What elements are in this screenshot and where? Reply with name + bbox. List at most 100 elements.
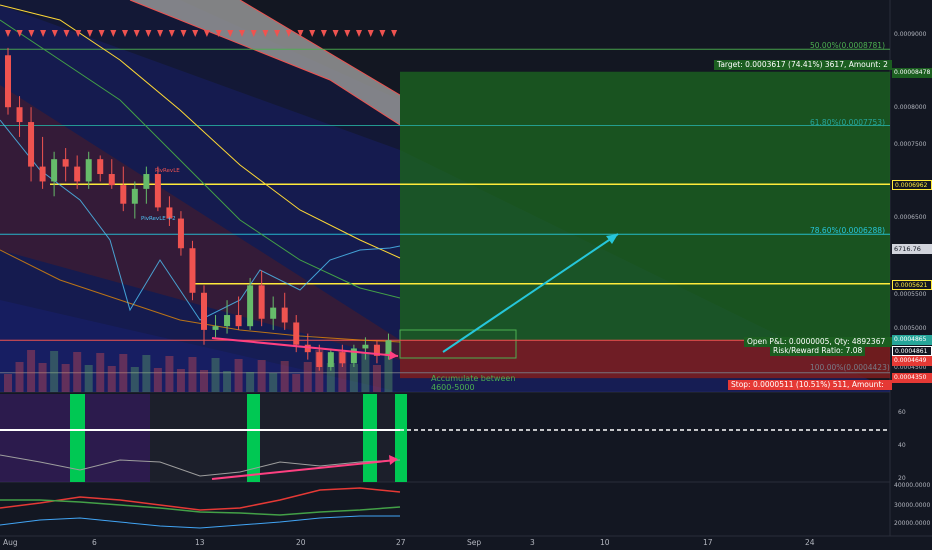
- signal-triangle: [28, 30, 35, 37]
- divergence-arrowhead: [389, 351, 398, 360]
- candle-body: [235, 315, 242, 327]
- candle-body: [362, 344, 369, 349]
- red-wedge: [0, 85, 400, 360]
- volume-bar: [384, 353, 393, 392]
- signal-triangle: [157, 30, 164, 37]
- price-tag-btc: 6716.76: [892, 244, 932, 254]
- price-tag-red: 0.0004649: [892, 356, 932, 366]
- candle-body: [293, 322, 300, 345]
- signal-triangle: [168, 30, 175, 37]
- projection-arrow: [442, 233, 619, 353]
- volume-bar: [119, 354, 128, 392]
- risk-reward-label: Risk/Reward Ratio: 7.08: [770, 346, 866, 356]
- candle-body: [39, 166, 46, 182]
- price-tag-yellow-upper: 0.0006962: [892, 180, 932, 190]
- price-tag-last: 0.0004865: [892, 335, 932, 345]
- oscillator-green-bar: [395, 394, 407, 482]
- volume-bar: [73, 352, 82, 392]
- osc-axis-label: 40: [898, 442, 906, 449]
- price-axis-label: 0.0005000: [894, 325, 927, 332]
- signal-triangle: [356, 30, 362, 37]
- signal-triangle: [180, 30, 187, 37]
- osc-axis-label: 60: [898, 409, 906, 416]
- price-tag-stop: 0.0004350: [892, 373, 932, 383]
- candle-body: [108, 174, 115, 186]
- candle-body: [120, 185, 127, 204]
- candle-body: [224, 315, 231, 327]
- candle-body: [247, 285, 254, 327]
- volume-bar: [96, 353, 105, 392]
- candle-body: [385, 340, 392, 356]
- price-axis-label: 0.0006500: [894, 214, 927, 221]
- x-axis-label: 20: [296, 538, 306, 547]
- candle-body: [339, 352, 346, 364]
- fib-label-100: 100.00%(0.0004423): [810, 363, 890, 372]
- volume-bar: [84, 365, 93, 392]
- signal-triangle: [215, 30, 222, 37]
- ma-green: [0, 19, 401, 299]
- candle-body: [212, 326, 219, 330]
- candle-body: [201, 292, 207, 330]
- osc-axis-label: 20: [898, 475, 906, 482]
- candle-body: [28, 122, 35, 167]
- signal-triangle: [16, 30, 23, 37]
- x-axis-label: Aug: [3, 538, 18, 547]
- volume-bar: [188, 357, 197, 392]
- volume-bar: [61, 364, 70, 392]
- x-axis-label: Sep: [467, 538, 482, 547]
- volume-bar: [303, 362, 312, 392]
- volume-bar: [107, 366, 116, 392]
- volume-bar: [15, 362, 24, 392]
- gray-cloud: [130, 0, 400, 125]
- volume-bar: [200, 370, 208, 392]
- candle-body: [143, 174, 150, 189]
- price-axis-label: 0.0007500: [894, 141, 927, 148]
- volume-bar: [269, 373, 278, 392]
- signal-triangle: [5, 30, 11, 37]
- signal-triangle: [320, 30, 327, 37]
- x-axis-label: 6: [92, 538, 97, 547]
- oscillator-divergence-arrow: [211, 459, 397, 480]
- price-tag-entry: 0.0004861: [892, 346, 932, 356]
- signal-triangle: [110, 30, 117, 37]
- volume-bar: [211, 358, 220, 392]
- candle-body: [177, 218, 184, 249]
- volume-bar: [153, 368, 162, 392]
- candle-body: [270, 307, 277, 319]
- x-axis-label: 13: [195, 538, 205, 547]
- signal-triangle: [297, 30, 304, 37]
- signal-triangle: [285, 30, 292, 37]
- candle-body: [189, 248, 196, 293]
- signal-triangle: [391, 30, 398, 37]
- x-axis-label: 17: [703, 538, 713, 547]
- accumulate-annotation-2: 4600-5000: [431, 383, 475, 392]
- volume-bar: [165, 356, 174, 392]
- price-axis-label: 0.0008000: [894, 104, 927, 111]
- oscillator-green-bar: [247, 394, 260, 482]
- volume-bar: [292, 374, 301, 392]
- volume-bar: [338, 351, 347, 392]
- oscillator-green-bar: [363, 394, 377, 482]
- volume-bar: [4, 374, 12, 392]
- signal-triangle: [98, 30, 105, 37]
- volume-bar: [50, 351, 59, 392]
- pivot-label-1: PivRevLE: [155, 168, 180, 174]
- price-tag-yellow-lower: 0.0005621: [892, 280, 932, 290]
- x-axis-label: 27: [396, 538, 406, 547]
- volume-bar: [349, 364, 358, 392]
- cloud-edge: [239, 0, 401, 96]
- x-axis-label: 24: [805, 538, 815, 547]
- volume-bar: [38, 363, 47, 392]
- volume-bar: [246, 372, 255, 392]
- signal-triangle: [133, 30, 140, 37]
- target-label: Target: 0.0003617 (74.41%) 3617, Amount:…: [714, 60, 892, 70]
- candle-body: [373, 344, 380, 356]
- pivot-label-2: PivRevLE +2: [141, 216, 176, 222]
- indicator-green: [0, 499, 401, 516]
- x-axis-label: 3: [530, 538, 535, 547]
- accumulate-annotation-1: Accumulate between: [431, 374, 516, 383]
- fib-label-50: 50.00%(0.0008781): [810, 41, 886, 50]
- candle-body: [316, 352, 323, 367]
- open-pnl-label: Open P&L: 0.0000005, Qty: 4892367: [744, 337, 892, 347]
